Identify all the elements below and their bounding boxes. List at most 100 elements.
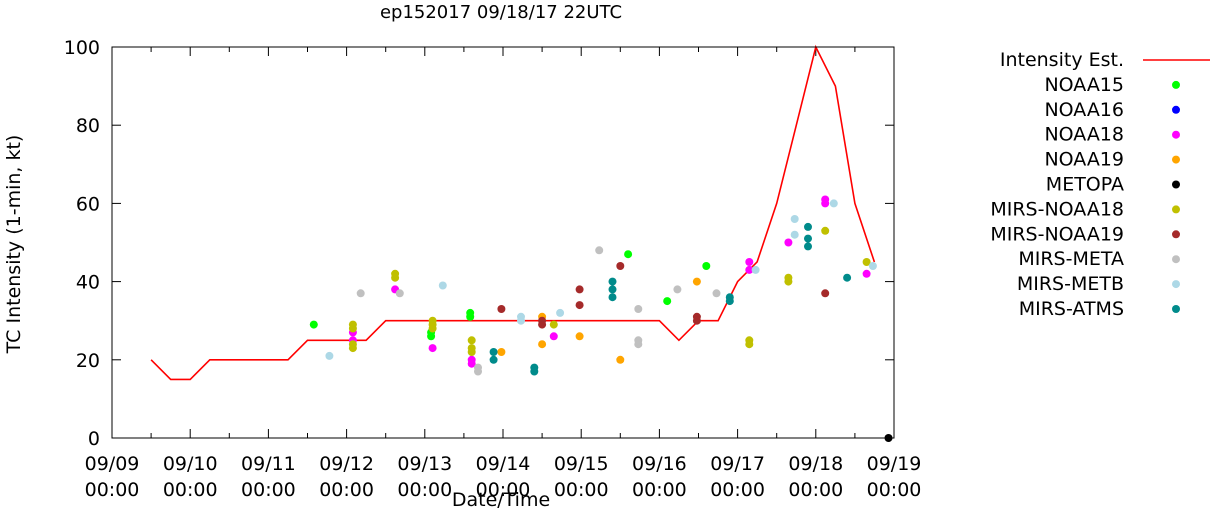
point-mirs-atms: [489, 355, 498, 364]
point-mirs-meta: [634, 305, 643, 313]
point-mirs-noaa19: [497, 305, 506, 313]
legend-swatch-noaa16: [1172, 105, 1180, 114]
y-tick-label: 20: [76, 350, 100, 372]
legend-label-noaa16: NOAA16: [1044, 99, 1124, 121]
legend-swatch-noaa18: [1172, 130, 1180, 139]
legend-label-mirs-meta: MIRS-META: [1018, 248, 1124, 270]
x-tick-label-time: 00:00: [397, 479, 452, 501]
y-tick-label: 60: [76, 193, 100, 215]
points-layer: [309, 195, 893, 442]
point-mirs-noaa19: [538, 316, 547, 325]
point-mirs-noaa19: [821, 289, 830, 298]
legend-label-mirs-noaa19: MIRS-NOAA19: [990, 223, 1124, 245]
point-mirs-noaa18: [391, 269, 400, 278]
point-noaa19: [692, 277, 701, 286]
point-mirs-atms: [608, 293, 617, 302]
point-noaa15: [624, 250, 633, 259]
line-layer: [150, 44, 876, 381]
point-mirs-metb: [751, 265, 760, 274]
x-tick-label-date: 09/09: [85, 453, 140, 475]
legend-swatch-noaa15: [1172, 80, 1180, 89]
x-tick-label-time: 00:00: [788, 479, 843, 501]
point-mirs-noaa19: [616, 262, 625, 270]
point-mirs-noaa18: [348, 340, 357, 349]
point-mirs-atms: [804, 234, 812, 243]
point-noaa18: [745, 265, 754, 274]
y-tick-label: 40: [76, 272, 100, 294]
x-tick-label-time: 00:00: [163, 479, 218, 501]
x-tick-label-date: 09/11: [241, 453, 296, 475]
x-tick-label-date: 09/10: [163, 453, 218, 475]
x-tick-label-date: 09/14: [476, 453, 531, 475]
legend-label-noaa19: NOAA19: [1044, 149, 1124, 171]
point-mirs-noaa19: [575, 285, 584, 294]
plot-frame: [111, 46, 895, 439]
point-mirs-noaa18: [467, 336, 476, 345]
point-noaa19: [616, 355, 625, 364]
intensity-est-line: [150, 44, 876, 381]
chart-title: ep152017 09/18/17 22UTC: [380, 2, 622, 23]
legend-swatch-mirs-noaa19: [1172, 230, 1180, 239]
point-mirs-meta: [595, 246, 604, 255]
legend-label-noaa18: NOAA18: [1044, 124, 1124, 146]
point-noaa15: [309, 320, 318, 329]
legend-label-mirs-metb: MIRS-METB: [1017, 273, 1124, 295]
point-mirs-meta: [673, 285, 682, 294]
point-noaa15: [466, 308, 475, 317]
point-mirs-noaa19: [575, 301, 584, 310]
x-tick-label-date: 09/19: [867, 453, 922, 475]
point-noaa18: [745, 258, 754, 266]
x-tick-label-time: 00:00: [319, 479, 374, 501]
point-noaa18: [862, 269, 871, 278]
point-noaa15: [663, 297, 672, 306]
point-mirs-meta: [712, 289, 721, 298]
x-axis-label: Date/Time: [452, 489, 550, 509]
legend-label-mirs-noaa18: MIRS-NOAA18: [990, 198, 1124, 220]
point-mirs-metb: [517, 312, 525, 321]
legend-swatch-noaa19: [1172, 155, 1180, 164]
legend-swatch-mirs-noaa18: [1172, 205, 1180, 214]
point-noaa18: [549, 332, 558, 341]
point-mirs-atms: [843, 273, 852, 282]
y-axis-label: TC Intensity (1-min, kt): [3, 135, 25, 355]
legend-swatch-mirs-atms: [1172, 305, 1180, 313]
point-mirs-meta: [634, 336, 643, 345]
point-noaa19: [575, 332, 584, 341]
legend-swatch-mirs-meta: [1172, 255, 1180, 264]
point-mirs-noaa18: [784, 273, 793, 282]
point-noaa18: [428, 344, 437, 353]
point-mirs-noaa18: [428, 316, 437, 325]
x-tick-label-date: 09/13: [397, 453, 452, 475]
legend-label-intensity-est-: Intensity Est.: [1000, 49, 1124, 71]
point-mirs-metb: [829, 199, 838, 208]
point-mirs-noaa18: [348, 320, 357, 329]
point-mirs-atms: [489, 348, 498, 356]
axes-layer: 0 20 40 60 80 100 09/09 00:00 09/10 00:00 09/11 00:…: [64, 37, 922, 501]
x-tick-label-time: 00:00: [85, 479, 140, 501]
point-mirs-noaa18: [862, 258, 871, 266]
point-noaa15: [702, 262, 711, 270]
point-mirs-metb: [556, 308, 565, 317]
y-tick-label: 80: [76, 115, 100, 137]
x-tick-label-time: 00:00: [241, 479, 296, 501]
x-tick-label-date: 09/17: [710, 453, 765, 475]
point-mirs-noaa18: [745, 336, 754, 345]
point-mirs-atms: [725, 293, 734, 302]
legend: Intensity Est. NOAA15 NOAA16 NOAA18 NOAA19 ME…: [990, 49, 1210, 320]
point-mirs-meta: [356, 289, 365, 298]
y-tick-label: 100: [64, 37, 100, 59]
x-tick-label-date: 09/15: [554, 453, 609, 475]
point-noaa18: [784, 238, 793, 247]
legend-label-metopa: METOPA: [1046, 174, 1124, 196]
point-mirs-atms: [608, 277, 617, 286]
x-tick-label-date: 09/16: [632, 453, 687, 475]
point-mirs-atms: [804, 222, 812, 231]
point-noaa19: [497, 348, 506, 356]
point-mirs-atms: [804, 242, 812, 251]
point-mirs-noaa19: [692, 312, 701, 321]
point-mirs-atms: [530, 363, 539, 372]
x-tick-label-time: 00:00: [710, 479, 765, 501]
point-mirs-meta: [395, 289, 404, 298]
